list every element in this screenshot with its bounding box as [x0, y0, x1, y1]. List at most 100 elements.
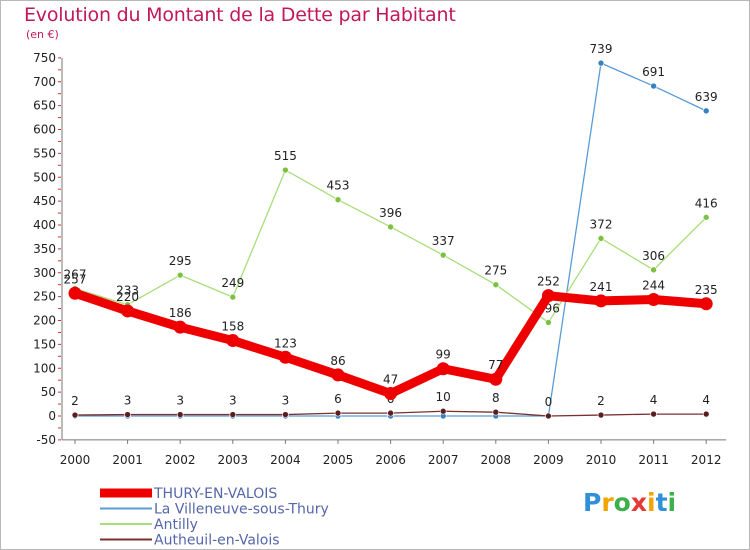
data-label: 3 — [176, 394, 184, 408]
y-tick-label: 100 — [33, 361, 56, 375]
x-tick-label: 2003 — [218, 453, 249, 467]
data-label: 0 — [545, 395, 553, 409]
data-point — [331, 368, 345, 382]
x-tick-label: 2005 — [323, 453, 354, 467]
data-label: 244 — [642, 278, 665, 292]
data-point — [650, 82, 657, 90]
data-point — [278, 350, 292, 364]
data-label: 295 — [169, 254, 192, 268]
x-tick-label: 2009 — [533, 453, 564, 467]
data-point — [597, 411, 605, 419]
y-tick-label: -50 — [36, 433, 56, 447]
data-label: 691 — [642, 65, 665, 79]
x-tick-label: 2008 — [481, 453, 512, 467]
data-point — [124, 411, 131, 418]
logo-letter: x — [630, 488, 647, 517]
y-tick-label: 550 — [33, 146, 56, 160]
data-label: 77 — [488, 358, 503, 372]
data-label: 220 — [116, 290, 139, 304]
data-point — [702, 214, 710, 221]
data-label: 739 — [590, 42, 613, 56]
data-point — [226, 334, 240, 348]
x-tick-label: 2012 — [691, 453, 722, 467]
data-point — [489, 372, 503, 386]
x-tick-label: 2001 — [112, 453, 143, 467]
data-label: 8 — [492, 391, 500, 405]
data-point — [387, 409, 394, 417]
data-label: 6 — [334, 392, 342, 406]
data-label: 2 — [71, 394, 79, 408]
data-label: 123 — [274, 336, 297, 350]
data-point — [545, 319, 552, 326]
legend-label: Autheuil-en-Valois — [154, 533, 280, 549]
data-label: 396 — [379, 206, 402, 220]
data-label: 86 — [330, 354, 345, 368]
data-label: 306 — [642, 249, 665, 263]
data-label: 416 — [695, 196, 718, 210]
data-label: 2 — [597, 394, 605, 408]
x-tick-label: 2000 — [60, 453, 91, 467]
data-label: 3 — [124, 394, 132, 408]
logo-letter: i — [647, 488, 656, 517]
data-point — [68, 286, 82, 300]
data-point — [282, 411, 289, 418]
y-tick-label: 50 — [41, 385, 56, 399]
y-tick-label: 750 — [33, 51, 56, 65]
data-label: 241 — [590, 280, 613, 294]
data-point — [702, 410, 710, 418]
x-tick-label: 2010 — [586, 453, 617, 467]
legend-label: La Villeneuve-sous-Thury — [154, 502, 329, 518]
y-tick-label: 200 — [33, 314, 56, 328]
legend-label: THURY-EN-VALOIS — [153, 486, 277, 502]
data-label: 235 — [695, 283, 718, 297]
data-point — [387, 223, 394, 231]
data-point — [282, 166, 289, 174]
data-point — [650, 410, 657, 418]
data-label: 639 — [695, 90, 718, 104]
data-point — [702, 107, 710, 115]
y-tick-label: 250 — [33, 290, 56, 304]
data-label: 249 — [221, 276, 244, 290]
x-tick-label: 2007 — [428, 453, 459, 467]
data-label: 3 — [282, 394, 290, 408]
data-point — [597, 59, 605, 67]
y-tick-label: 700 — [33, 75, 56, 89]
data-label: 515 — [274, 149, 297, 163]
y-tick-label: 150 — [33, 337, 56, 351]
data-label: 4 — [650, 393, 658, 407]
y-tick-label: 600 — [33, 123, 56, 137]
data-point — [229, 293, 237, 301]
data-point — [334, 196, 342, 203]
y-tick-label: 650 — [33, 99, 56, 113]
data-point — [492, 281, 500, 288]
data-label: 372 — [590, 217, 613, 231]
data-point — [545, 412, 552, 420]
chart-unit: (en €) — [26, 28, 59, 41]
legend-label: Antilly — [154, 517, 198, 533]
logo-letter: P — [583, 488, 602, 517]
y-tick-label: 350 — [33, 242, 56, 256]
y-tick-label: 300 — [33, 266, 56, 280]
data-point — [334, 409, 342, 417]
data-point — [436, 362, 450, 376]
data-label: 4 — [702, 393, 710, 407]
data-point — [176, 411, 184, 418]
data-label: 267 — [64, 268, 87, 282]
logo-letter: i — [667, 488, 677, 517]
data-label: 453 — [327, 179, 350, 193]
proxiti-logo: Proxiti — [583, 488, 676, 517]
series-line — [74, 62, 707, 417]
data-label: 3 — [229, 394, 237, 408]
data-point — [492, 408, 500, 416]
data-label: 99 — [436, 348, 451, 362]
data-label: 158 — [221, 320, 244, 334]
data-point — [384, 387, 398, 401]
data-point — [541, 289, 555, 303]
y-tick-label: 500 — [33, 170, 56, 184]
x-tick-label: 2004 — [270, 453, 301, 467]
data-label: 275 — [484, 264, 507, 278]
data-point — [439, 251, 447, 259]
data-label: 337 — [432, 234, 455, 248]
